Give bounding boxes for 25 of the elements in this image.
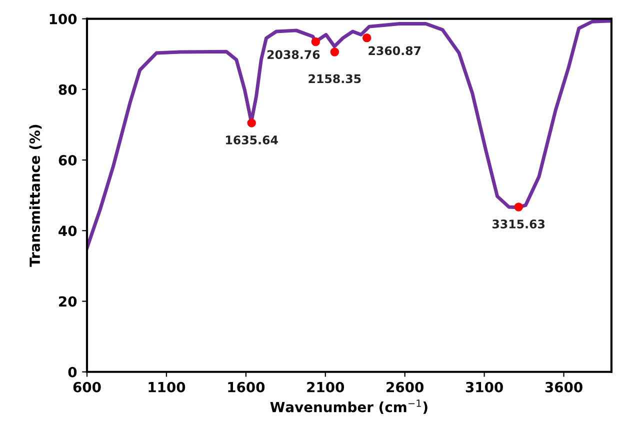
x-tick-label: 2600 <box>386 382 424 392</box>
x-tick-label: 600 <box>73 382 101 392</box>
y-axis-title: Transmittance (%) <box>29 124 42 267</box>
annotation: 2038.76 <box>267 50 320 60</box>
point <box>247 118 256 128</box>
x-tick-label: 3600 <box>545 382 582 392</box>
point <box>362 33 372 42</box>
point <box>330 48 340 56</box>
x-tick-label: 2100 <box>307 382 344 392</box>
annotation: 3315.63 <box>492 220 545 228</box>
y-tick-label: 80 <box>58 84 77 95</box>
y-tick-label: 0 <box>68 366 77 378</box>
point <box>311 37 320 46</box>
annotation: 2360.87 <box>368 46 421 56</box>
y-tick-label: 40 <box>58 226 77 236</box>
annotation: 2158.35 <box>308 74 361 84</box>
x-tick-label: 3100 <box>466 382 503 392</box>
x-tick-label: 1600 <box>228 382 265 392</box>
y-tick-label: 100 <box>50 14 77 24</box>
point <box>514 202 523 212</box>
y-tick-label: 60 <box>58 155 77 166</box>
x-axis-title: Wavenumber (cm$^{−1}$) <box>270 400 428 414</box>
y-tick-label: 20 <box>59 296 77 307</box>
x-tick-label: 1100 <box>148 382 186 392</box>
annotation: 1635.64 <box>226 136 278 144</box>
